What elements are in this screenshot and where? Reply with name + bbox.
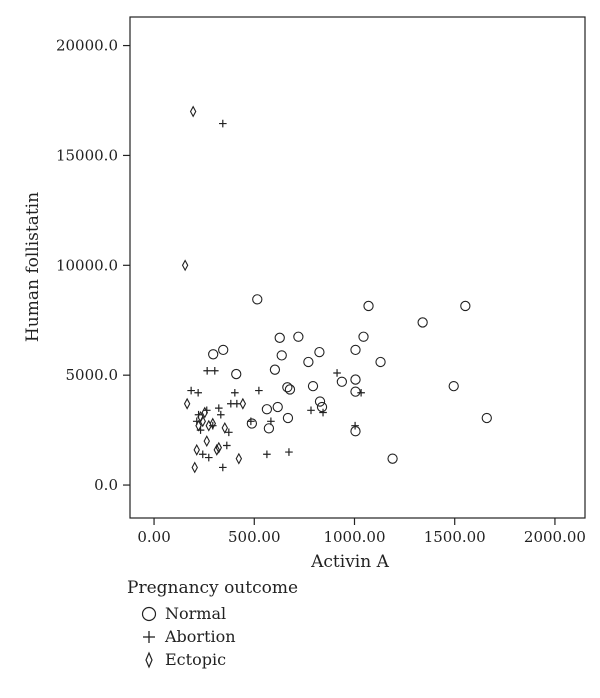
point-abortion bbox=[210, 366, 219, 375]
y-tick-label: 20000.0 bbox=[56, 37, 118, 55]
point-normal bbox=[293, 331, 304, 342]
point-abortion bbox=[285, 448, 293, 456]
point-normal bbox=[274, 332, 285, 343]
point-abortion bbox=[214, 404, 223, 412]
point-abortion bbox=[231, 388, 239, 397]
point-abortion bbox=[194, 388, 202, 397]
point-normal bbox=[350, 386, 361, 397]
legend-label: Normal bbox=[165, 604, 227, 623]
point-normal bbox=[336, 376, 348, 387]
point-abortion bbox=[198, 450, 207, 459]
legend-label: Abortion bbox=[165, 627, 236, 646]
point-ectopic bbox=[221, 421, 229, 434]
legend-label: Ectopic bbox=[165, 650, 227, 669]
point-ectopic bbox=[235, 452, 243, 465]
x-axis-label: Activin A bbox=[310, 552, 389, 572]
point-normal bbox=[350, 374, 361, 385]
legend-item-ectopic: Ectopic bbox=[127, 648, 298, 671]
y-axis: 0.0 5000.0 10000.0 15000.0 20000.0 bbox=[56, 37, 130, 494]
legend-item-abortion: Abortion bbox=[127, 625, 298, 648]
point-normal bbox=[375, 356, 386, 368]
point-normal bbox=[252, 294, 263, 305]
point-abortion bbox=[255, 386, 263, 395]
x-axis: 0.00 500.00 1000.00 1500.00 2000.00 bbox=[137, 518, 586, 546]
point-abortion bbox=[267, 417, 275, 426]
point-normal bbox=[218, 344, 229, 356]
point-abortion bbox=[233, 399, 241, 408]
point-normal bbox=[269, 364, 281, 375]
point-normal bbox=[208, 349, 219, 360]
x-tick-label: 1000.00 bbox=[323, 528, 385, 546]
y-tick-label: 15000.0 bbox=[56, 146, 118, 164]
point-abortion bbox=[219, 463, 227, 472]
point-ectopic bbox=[199, 415, 206, 428]
point-abortion bbox=[219, 119, 227, 128]
y-tick-label: 5000.0 bbox=[66, 366, 119, 384]
point-normal bbox=[261, 404, 273, 415]
point-normal bbox=[460, 300, 471, 312]
point-normal bbox=[350, 344, 361, 356]
point-abortion bbox=[247, 417, 255, 426]
plot-frame bbox=[129, 16, 586, 519]
point-ectopic bbox=[213, 443, 221, 456]
legend-item-normal: Normal bbox=[127, 602, 298, 625]
circle-marker-icon bbox=[141, 606, 157, 621]
point-normal bbox=[481, 412, 492, 424]
point-ectopic bbox=[209, 417, 217, 430]
point-normal bbox=[263, 423, 275, 434]
point-abortion bbox=[263, 450, 271, 459]
point-abortion bbox=[203, 366, 211, 375]
x-tick-label: 0.00 bbox=[137, 528, 170, 546]
point-normal bbox=[246, 418, 258, 429]
point-normal bbox=[387, 453, 398, 464]
point-ectopic bbox=[191, 461, 198, 474]
point-ectopic bbox=[181, 259, 189, 272]
point-ectopic bbox=[215, 441, 223, 454]
x-tick-label: 1500.00 bbox=[424, 528, 486, 546]
point-abortion bbox=[333, 369, 341, 377]
point-abortion bbox=[225, 428, 233, 437]
x-tick-label: 500.00 bbox=[228, 528, 281, 546]
point-normal bbox=[272, 401, 283, 413]
point-normal bbox=[314, 396, 326, 407]
point-normal bbox=[282, 412, 294, 424]
point-ectopic bbox=[201, 406, 208, 419]
y-axis-label: Human follistatin bbox=[23, 192, 43, 342]
point-abortion bbox=[204, 453, 213, 462]
point-abortion bbox=[187, 386, 195, 395]
point-abortion bbox=[351, 421, 359, 430]
point-abortion bbox=[319, 408, 327, 417]
point-normal bbox=[417, 317, 428, 328]
point-ectopic bbox=[203, 435, 210, 448]
point-normal bbox=[307, 381, 319, 392]
point-ectopic bbox=[183, 397, 191, 410]
point-abortion bbox=[357, 388, 365, 397]
legend: Pregnancy outcome Normal Abortion Ectopi… bbox=[127, 578, 298, 671]
x-tick-label: 2000.00 bbox=[524, 528, 586, 546]
point-normal bbox=[363, 300, 374, 312]
data-points bbox=[181, 105, 492, 474]
y-tick-label: 0.0 bbox=[94, 476, 118, 494]
point-normal bbox=[276, 350, 287, 361]
point-normal bbox=[231, 368, 242, 380]
point-abortion bbox=[223, 441, 231, 450]
diamond-marker-icon bbox=[145, 650, 153, 669]
point-normal bbox=[316, 401, 328, 413]
point-normal bbox=[303, 356, 314, 368]
point-ectopic bbox=[189, 105, 197, 118]
point-abortion bbox=[307, 406, 315, 415]
point-abortion bbox=[217, 410, 225, 419]
point-ectopic bbox=[195, 419, 202, 432]
y-tick-label: 10000.0 bbox=[56, 256, 118, 274]
point-ectopic bbox=[239, 397, 247, 410]
point-normal bbox=[284, 384, 296, 395]
legend-title: Pregnancy outcome bbox=[127, 578, 299, 598]
point-normal bbox=[448, 381, 459, 392]
plus-marker-icon bbox=[143, 630, 155, 643]
point-normal bbox=[282, 382, 293, 393]
point-normal bbox=[358, 331, 369, 342]
point-normal bbox=[314, 346, 325, 358]
point-ectopic bbox=[193, 443, 200, 456]
